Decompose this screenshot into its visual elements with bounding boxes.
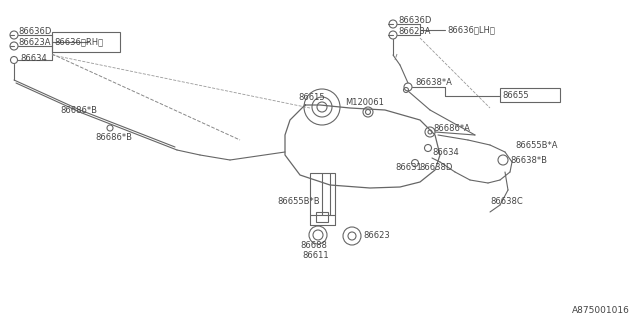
Text: 86631: 86631: [395, 163, 422, 172]
Text: 86636〈LH〉: 86636〈LH〉: [447, 26, 495, 35]
Text: 86623: 86623: [363, 231, 390, 241]
Text: 86655: 86655: [502, 91, 529, 100]
Text: 86634: 86634: [20, 53, 47, 62]
Bar: [316, 212, 328, 222]
Text: 86655B*B: 86655B*B: [277, 197, 319, 206]
Text: 86638*A: 86638*A: [415, 77, 452, 86]
Text: A875001016: A875001016: [572, 306, 630, 315]
Text: 86623A: 86623A: [18, 37, 51, 46]
Text: M120061: M120061: [345, 98, 384, 107]
Text: 86688: 86688: [300, 241, 327, 250]
Text: 86686*A: 86686*A: [433, 124, 470, 132]
Bar: [500, 88, 560, 102]
Text: 86623A: 86623A: [398, 27, 431, 36]
Bar: [52, 32, 120, 52]
Text: 86611: 86611: [302, 251, 328, 260]
Text: 86615: 86615: [298, 92, 324, 101]
Circle shape: [107, 125, 113, 131]
Text: 86638C: 86638C: [490, 197, 523, 206]
Text: 86686*B: 86686*B: [95, 132, 132, 141]
Text: 86636D: 86636D: [398, 15, 431, 25]
Text: 86638*B: 86638*B: [510, 156, 547, 164]
Text: 86655B*A: 86655B*A: [515, 140, 557, 149]
Text: 86636〈RH〉: 86636〈RH〉: [54, 37, 103, 46]
Text: 86634: 86634: [432, 148, 459, 156]
Text: 86638D: 86638D: [419, 163, 452, 172]
Text: 86636D: 86636D: [18, 27, 51, 36]
Bar: [310, 173, 335, 215]
Text: 86686*B: 86686*B: [60, 106, 97, 115]
